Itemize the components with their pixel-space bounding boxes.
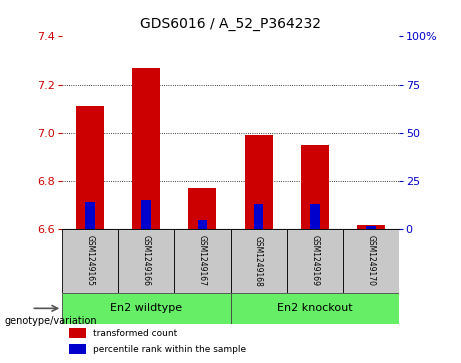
- Bar: [132, 68, 160, 229]
- Bar: [310, 204, 319, 229]
- Text: En2 knockout: En2 knockout: [277, 303, 353, 313]
- Bar: [198, 220, 207, 229]
- Bar: [76, 106, 104, 229]
- Bar: [142, 200, 151, 229]
- Bar: [230, 293, 399, 324]
- Bar: [62, 229, 118, 293]
- Bar: [69, 344, 86, 354]
- Title: GDS6016 / A_52_P364232: GDS6016 / A_52_P364232: [140, 17, 321, 31]
- Bar: [254, 204, 263, 229]
- Bar: [230, 229, 287, 293]
- Bar: [174, 229, 230, 293]
- Text: En2 wildtype: En2 wildtype: [110, 303, 183, 313]
- Bar: [62, 293, 230, 324]
- Text: GSM1249168: GSM1249168: [254, 236, 263, 286]
- Bar: [287, 229, 343, 293]
- Text: percentile rank within the sample: percentile rank within the sample: [93, 344, 246, 354]
- Text: GSM1249166: GSM1249166: [142, 236, 151, 286]
- Text: GSM1249169: GSM1249169: [310, 236, 319, 286]
- Bar: [85, 202, 95, 229]
- Bar: [343, 229, 399, 293]
- Bar: [244, 135, 272, 229]
- Bar: [366, 225, 376, 229]
- Text: GSM1249170: GSM1249170: [366, 236, 375, 286]
- Bar: [69, 328, 86, 338]
- Text: GSM1249167: GSM1249167: [198, 236, 207, 286]
- Bar: [301, 145, 329, 229]
- Bar: [189, 188, 217, 229]
- Text: transformed count: transformed count: [93, 329, 177, 338]
- Bar: [357, 225, 385, 229]
- Text: GSM1249165: GSM1249165: [86, 236, 95, 286]
- Bar: [118, 229, 174, 293]
- Text: genotype/variation: genotype/variation: [5, 316, 97, 326]
